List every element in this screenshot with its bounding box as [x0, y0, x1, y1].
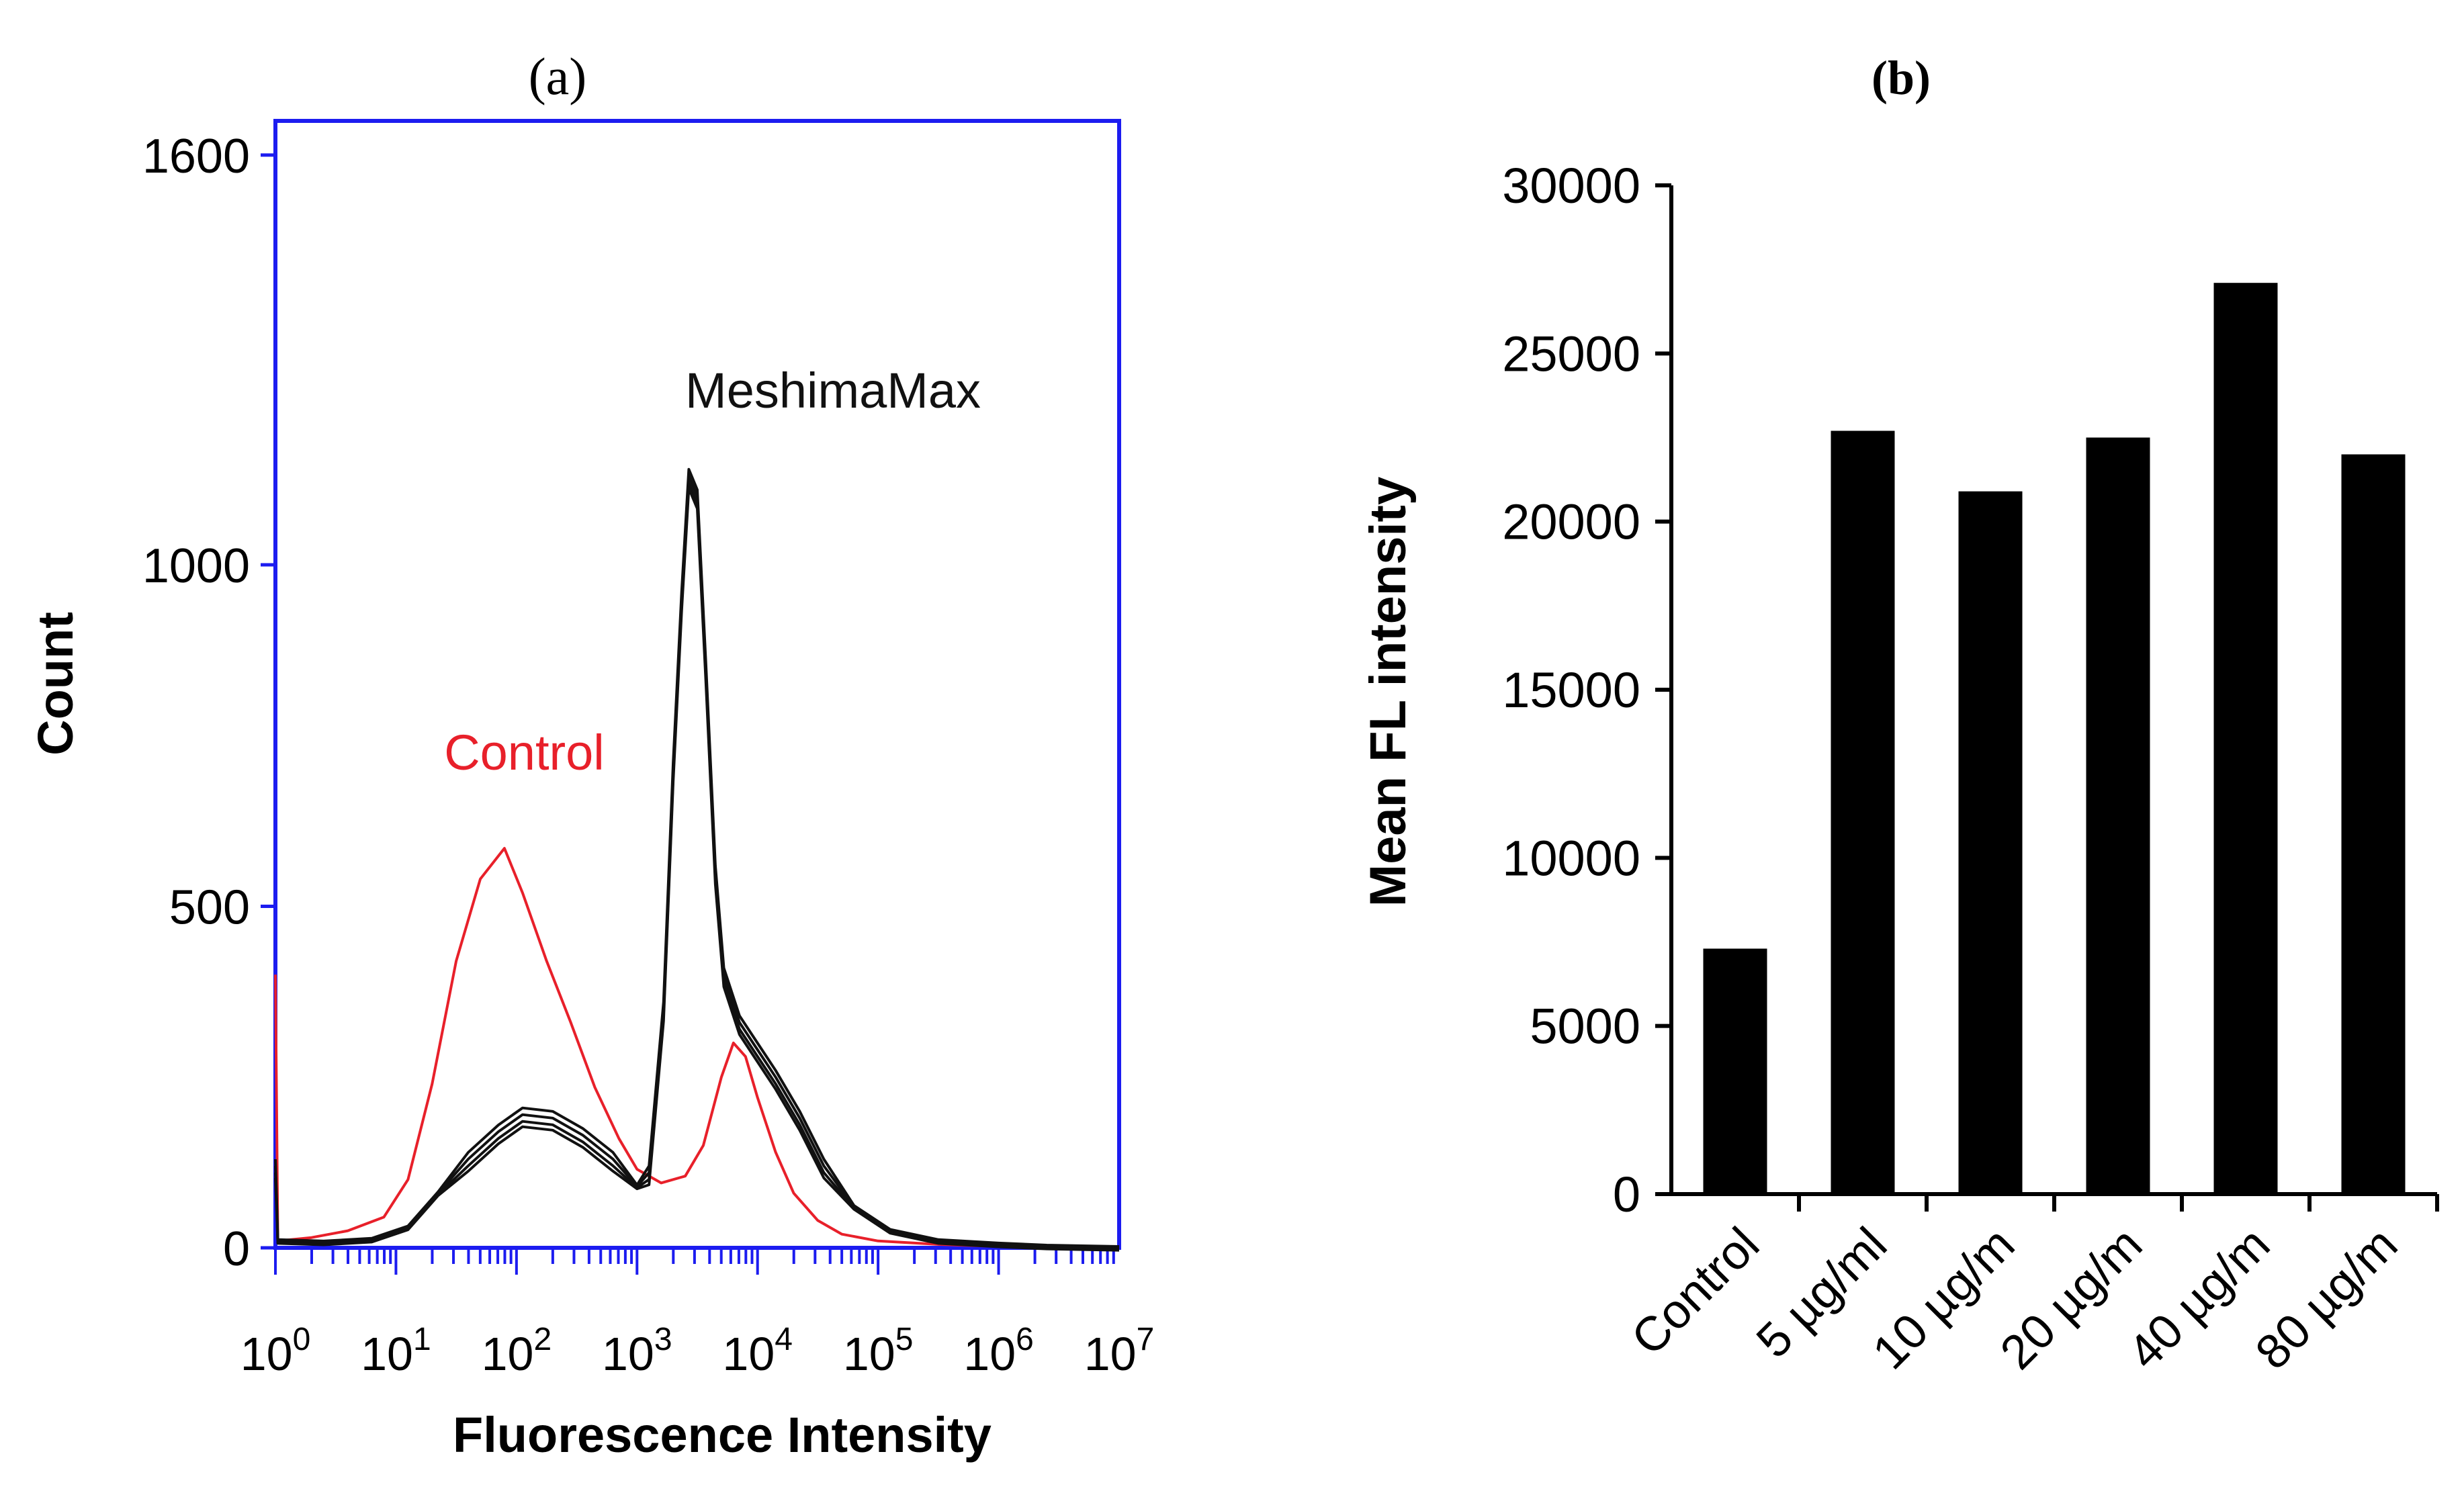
panel-a-x-tick-exponent: 2	[533, 1322, 552, 1357]
panel-b-y-tick-label: 20000	[1502, 494, 1640, 550]
panel-b-y-tick-label: 25000	[1502, 326, 1640, 381]
panel-a-x-tick-exponent: 3	[654, 1322, 672, 1357]
panel-a-annotation-control: Control	[444, 725, 605, 780]
panel-a-x-axis-label: Fluorescence Intensity	[453, 1407, 992, 1463]
bar-6	[2341, 454, 2406, 1194]
panel-a-x-tick-label: 103	[602, 1322, 672, 1380]
panel-a-x-tick-base: 10	[602, 1328, 654, 1380]
panel-a-y-tick-label: 1600	[142, 130, 250, 183]
series-line-control	[274, 847, 1120, 1249]
bar-1	[1703, 948, 1767, 1194]
panel-a-x-tick-label: 107	[1084, 1322, 1155, 1380]
panel-a-x-tick-base: 10	[722, 1328, 775, 1380]
panel-a-y-tick-label: 1000	[142, 539, 250, 593]
series-line-meshimamax	[274, 481, 1120, 1251]
panel-a-x-tick-base: 10	[963, 1328, 1016, 1380]
panel-a-x-tick-exponent: 6	[1016, 1322, 1034, 1357]
panel-a-x-tick-base: 10	[843, 1328, 895, 1380]
bar-4	[2086, 437, 2150, 1194]
panel-a-x-tick-exponent: 4	[775, 1322, 793, 1357]
panel-a-x-tick-exponent: 1	[413, 1322, 431, 1357]
panel-b-label: (b)	[1872, 51, 1931, 105]
bar-5	[2213, 283, 2278, 1194]
panel-b-y-axis: 0 5000 10000 15000 20000 25000 30000	[1502, 158, 1671, 1222]
panel-a-x-tick-label: 101	[361, 1322, 431, 1380]
panel-b-x-tick-label: 10 µg/m	[1863, 1218, 2025, 1380]
panel-a-x-tick-exponent: 5	[895, 1322, 914, 1357]
series-line-meshimamax	[274, 467, 1120, 1248]
panel-a-plot-frame	[273, 119, 1121, 1250]
bar-3	[1958, 491, 2023, 1194]
panel-a-x-tick-exponent: 7	[1137, 1322, 1155, 1357]
panel-b-x-tick-label: 40 µg/m	[2118, 1218, 2281, 1380]
panel-a-x-tick-base: 10	[361, 1328, 413, 1380]
panel-a-x-tick-label: 106	[963, 1322, 1034, 1380]
panel-b-y-tick-label: 5000	[1530, 999, 1640, 1054]
panel-b-y-tick-label: 10000	[1502, 830, 1640, 886]
series-line-meshimamax	[274, 486, 1120, 1252]
panel-a-y-tick-label: 500	[169, 881, 250, 935]
panel-b-y-tick-label: 15000	[1502, 662, 1640, 718]
panel-a-x-tick-base: 10	[1084, 1328, 1137, 1380]
panel-a-x-tick-base: 10	[240, 1328, 293, 1380]
panel-a-annotation-meshimamax: MeshimaMax	[685, 363, 981, 418]
panel-a-annotations: Control MeshimaMax	[444, 363, 981, 780]
panel-a-x-tick-label: 104	[722, 1322, 793, 1380]
panel-b-bars	[1703, 283, 2406, 1194]
panel-a-x-tick-label: 102	[482, 1322, 552, 1380]
panel-b-x-tick-label: 20 µg/m	[1990, 1218, 2153, 1380]
panel-a-x-tick-exponent: 0	[293, 1322, 311, 1357]
panel-a-x-tick-label: 105	[843, 1322, 914, 1380]
panel-b-x-tick-label: 80 µg/m	[2246, 1218, 2408, 1380]
panel-a-y-tick-label: 0	[223, 1222, 250, 1276]
panel-b-y-tick-label: 0	[1613, 1167, 1640, 1222]
panel-a-series	[274, 467, 1120, 1252]
panel-a-minor-ticks	[274, 1248, 1115, 1275]
panel-a-label: (a)	[529, 47, 587, 105]
panel-a-y-axis: 0 500 1000 1600	[142, 130, 275, 1276]
panel-a-x-tick-label: 100	[240, 1322, 311, 1380]
bar-2	[1831, 430, 1895, 1194]
panel-a-y-axis-label: Count	[28, 612, 83, 756]
panel-b-bar-chart: (b) 0 5000 10000 15000 20000 25000 30000 Contr…	[1360, 51, 2439, 1380]
panel-a-x-axis: 100 101 102 103 104 105 106 107	[240, 1322, 1155, 1380]
panel-b-y-axis-label: Mean FL intensity	[1360, 477, 1417, 907]
panel-b-y-tick-label: 30000	[1502, 158, 1640, 214]
panel-b-x-tick-label: Control	[1622, 1218, 1770, 1366]
panel-a-x-tick-base: 10	[482, 1328, 534, 1380]
series-line-meshimamax	[274, 474, 1120, 1249]
